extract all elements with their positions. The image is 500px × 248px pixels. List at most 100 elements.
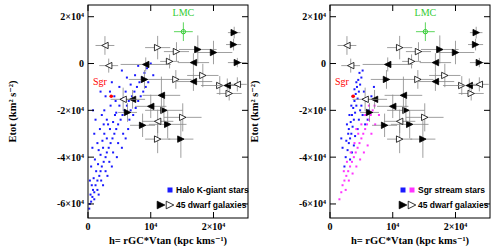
point xyxy=(90,194,92,196)
point xyxy=(345,189,347,191)
point xyxy=(230,41,236,47)
y-tick xyxy=(242,16,248,17)
annotation: LMC xyxy=(415,7,437,18)
point xyxy=(437,46,443,52)
point xyxy=(362,70,364,72)
point xyxy=(100,180,102,182)
point xyxy=(109,94,113,98)
point xyxy=(178,136,184,142)
point xyxy=(96,189,98,191)
point xyxy=(154,118,160,124)
point xyxy=(396,44,402,50)
point xyxy=(93,198,95,200)
point xyxy=(154,44,160,50)
point xyxy=(351,94,355,98)
point xyxy=(109,91,111,93)
point xyxy=(91,196,93,198)
series xyxy=(360,27,489,158)
point xyxy=(181,29,185,33)
point xyxy=(148,103,154,109)
point xyxy=(373,86,375,88)
legend-icon xyxy=(168,188,173,193)
x-tick xyxy=(150,212,151,218)
point xyxy=(125,137,127,139)
point xyxy=(338,198,340,200)
figure: 010⁴2×10⁴-6×10⁴-4×10⁴-2×10⁴02×10⁴h= rGC*… xyxy=(0,0,500,248)
point xyxy=(359,109,361,111)
point xyxy=(224,82,230,88)
point xyxy=(102,147,104,149)
point xyxy=(102,42,108,48)
y-tick-label: -4×10⁴ xyxy=(57,152,84,163)
y-tick-label: 0 xyxy=(79,58,84,69)
point xyxy=(359,158,361,160)
point xyxy=(115,100,117,102)
x-tick xyxy=(88,5,89,11)
point xyxy=(117,142,119,144)
x-tick xyxy=(213,212,214,218)
point xyxy=(364,123,366,125)
point xyxy=(190,59,196,65)
y-tick xyxy=(484,157,490,158)
point xyxy=(118,105,120,107)
point xyxy=(141,76,147,82)
point xyxy=(135,107,137,109)
panel: 010⁴2×10⁴-6×10⁴-4×10⁴-2×10⁴02×10⁴h= rGC*… xyxy=(249,5,490,247)
x-tick xyxy=(88,212,89,218)
point xyxy=(364,128,366,130)
point xyxy=(355,128,357,130)
point xyxy=(210,49,216,55)
point xyxy=(363,151,365,153)
y-tick xyxy=(242,157,248,158)
legend-icon xyxy=(410,188,415,193)
x-tick-label: 0 xyxy=(328,221,333,232)
point xyxy=(231,29,237,35)
point xyxy=(89,180,91,182)
x-tick-label: 10⁴ xyxy=(386,221,399,232)
point xyxy=(353,119,355,121)
point xyxy=(343,166,345,168)
point xyxy=(345,156,347,158)
point xyxy=(396,118,402,124)
point xyxy=(360,137,362,139)
series xyxy=(145,36,242,153)
point xyxy=(383,76,389,82)
point xyxy=(442,72,448,78)
y-tick xyxy=(484,16,490,17)
point xyxy=(126,77,128,79)
point xyxy=(93,191,95,193)
x-tick xyxy=(213,5,214,11)
y-tick xyxy=(484,110,490,111)
series xyxy=(96,36,247,133)
point xyxy=(358,119,360,121)
x-tick-label: 2×10⁴ xyxy=(444,221,468,232)
point xyxy=(109,128,111,130)
point xyxy=(100,170,102,172)
point xyxy=(115,128,117,130)
point xyxy=(366,109,372,115)
point xyxy=(342,184,344,186)
point xyxy=(106,119,108,121)
series xyxy=(362,53,482,118)
point xyxy=(234,81,240,87)
y-tick xyxy=(88,157,94,158)
point xyxy=(93,133,95,135)
point xyxy=(95,184,97,186)
point xyxy=(108,147,110,149)
y-tick xyxy=(330,110,336,111)
series xyxy=(338,36,489,133)
point xyxy=(120,119,122,121)
point xyxy=(105,170,107,172)
legend-label: 45 dwarf galaxies xyxy=(418,200,489,210)
point xyxy=(154,136,160,142)
point xyxy=(370,133,372,135)
point xyxy=(118,86,120,88)
legend-label: 45 dwarf galaxies xyxy=(176,200,247,210)
point xyxy=(122,114,124,116)
point xyxy=(355,105,357,107)
annotation: Sgr xyxy=(335,76,350,87)
point xyxy=(343,180,345,182)
point xyxy=(422,114,428,120)
point xyxy=(110,105,112,107)
point xyxy=(350,121,352,123)
